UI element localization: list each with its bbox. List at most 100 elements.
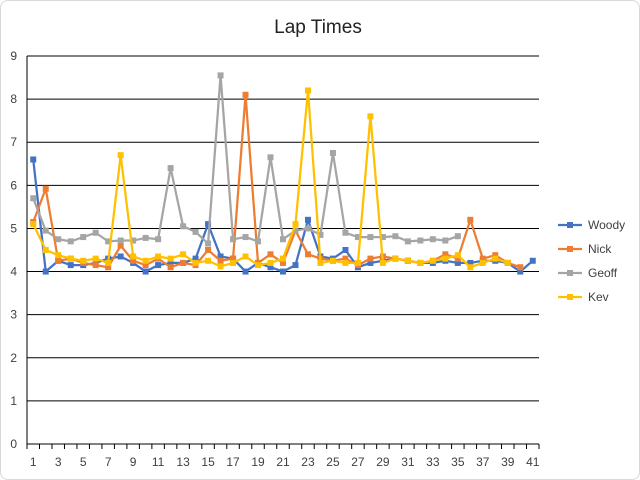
y-tick-label: 0 (10, 437, 17, 451)
data-point-marker (67, 262, 74, 269)
data-point-marker (354, 259, 361, 266)
data-point-marker (317, 231, 324, 238)
data-point-marker (30, 195, 37, 202)
data-point-marker (55, 252, 62, 259)
legend: Woody Nick Geoff Kev (558, 218, 625, 304)
legend-item-geoff: Geoff (558, 266, 618, 280)
x-tick-label: 1 (30, 455, 37, 469)
series-line-nick (32, 93, 521, 269)
data-point-marker (205, 247, 212, 253)
data-point-marker (442, 251, 449, 258)
data-point-marker (404, 257, 411, 264)
data-point-marker (117, 253, 124, 260)
data-point-marker (267, 264, 274, 271)
data-point-marker (392, 255, 399, 262)
y-tick-label: 2 (10, 351, 17, 365)
data-point-marker (80, 234, 87, 241)
y-tick-label: 4 (10, 265, 17, 279)
data-point-marker (167, 264, 174, 271)
data-point-marker (379, 259, 386, 266)
x-tick-label: 11 (152, 455, 165, 469)
data-point-marker (117, 242, 124, 249)
data-point-marker (467, 264, 474, 271)
data-point-marker (517, 264, 524, 271)
data-point-marker (55, 257, 62, 264)
legend-label: Woody (588, 218, 625, 232)
data-point-marker (342, 259, 349, 266)
data-point-marker (304, 87, 311, 94)
data-point-marker (180, 223, 187, 230)
legend-swatch-marker (567, 222, 573, 228)
data-point-marker (280, 268, 286, 275)
data-point-marker (205, 257, 212, 264)
data-point-marker (454, 255, 461, 262)
x-tick-label: 19 (251, 455, 265, 469)
legend-item-nick: Nick (558, 242, 612, 256)
data-point-marker (217, 253, 224, 260)
x-tick-label: 41 (526, 455, 540, 469)
data-point-marker (130, 253, 137, 260)
y-tick-label: 9 (10, 49, 17, 63)
data-point-marker (105, 259, 112, 266)
x-tick-label: 27 (351, 455, 365, 469)
data-point-marker (529, 257, 536, 264)
data-point-marker (492, 252, 499, 259)
data-point-marker (217, 72, 224, 79)
data-point-marker (292, 227, 299, 234)
data-point-marker (379, 234, 386, 241)
data-point-marker (492, 255, 499, 262)
data-point-marker (30, 221, 37, 228)
data-point-marker (255, 238, 262, 245)
data-point-marker (30, 156, 37, 163)
data-point-marker (105, 264, 112, 271)
data-point-marker (429, 257, 436, 264)
data-point-marker (167, 165, 174, 172)
legend-item-kev: Kev (558, 290, 609, 304)
data-point-marker (192, 228, 199, 235)
x-tick-label: 21 (276, 455, 290, 469)
data-point-marker (230, 236, 237, 243)
data-point-marker (342, 247, 349, 253)
data-point-marker (67, 238, 74, 245)
legend-swatch-marker (567, 294, 573, 300)
data-point-marker (255, 262, 262, 269)
series-layer (30, 72, 536, 275)
data-point-marker (429, 236, 436, 243)
series-geoff (30, 72, 461, 247)
data-point-marker (329, 257, 336, 264)
data-point-marker (155, 236, 162, 243)
data-point-marker (92, 229, 99, 236)
data-point-marker (142, 257, 149, 264)
x-tick-label: 5 (80, 455, 87, 469)
data-point-marker (242, 253, 249, 260)
data-point-marker (167, 255, 174, 262)
data-point-marker (267, 251, 274, 258)
data-point-marker (142, 262, 149, 269)
data-point-marker (230, 255, 237, 262)
data-point-marker (454, 259, 461, 266)
series-nick (30, 91, 524, 271)
x-tick-label: 35 (451, 455, 465, 469)
legend-label: Kev (588, 290, 609, 304)
x-tick-label: 15 (201, 455, 215, 469)
data-point-marker (354, 234, 361, 241)
x-tick-label: 23 (301, 455, 315, 469)
data-point-marker (517, 268, 524, 275)
data-point-marker (230, 259, 237, 266)
data-point-marker (454, 252, 461, 259)
data-point-marker (267, 154, 274, 161)
data-point-marker (92, 255, 99, 262)
legend-item-woody: Woody (558, 218, 625, 232)
data-point-marker (342, 255, 349, 262)
x-tick-label: 9 (130, 455, 137, 469)
data-point-marker (130, 257, 137, 264)
series-kev (30, 87, 511, 271)
x-tick-label: 13 (176, 455, 190, 469)
data-point-marker (217, 257, 224, 264)
data-point-marker (167, 259, 174, 266)
data-point-marker (142, 268, 149, 275)
data-point-marker (404, 238, 411, 245)
data-point-marker (130, 237, 137, 244)
data-point-marker (242, 91, 249, 98)
